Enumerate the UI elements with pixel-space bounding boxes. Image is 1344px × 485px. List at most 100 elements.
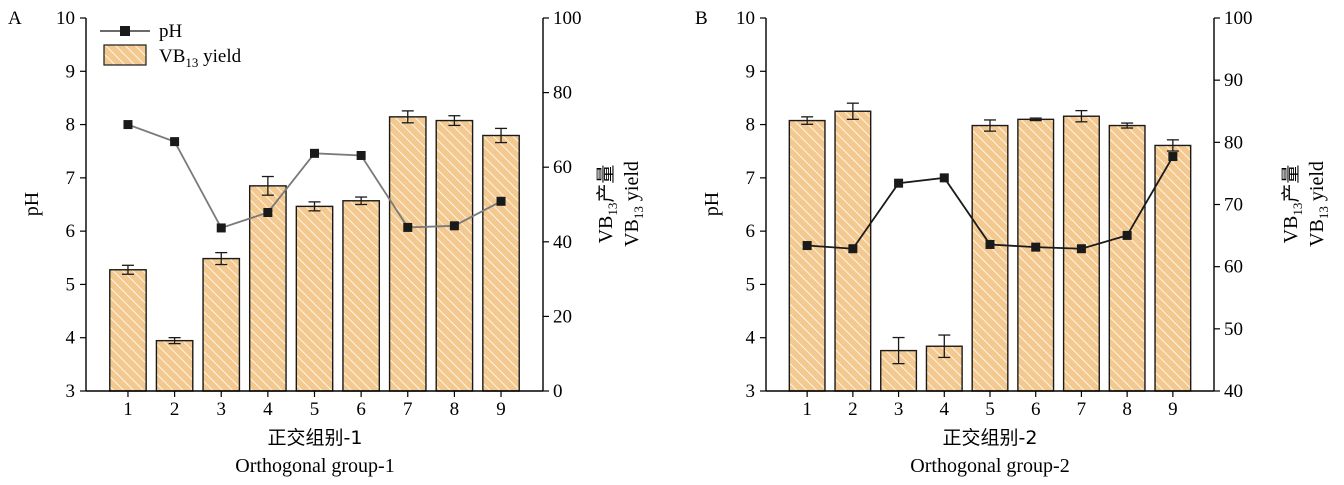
legend-yield-label: VB13 yield <box>159 46 242 70</box>
panel-a-xlabel-en: Orthogonal group-1 <box>235 455 394 477</box>
panel-b-x-tick-label: 4 <box>940 399 950 420</box>
panel-a-bar-9 <box>482 134 520 392</box>
panel-b-right-tick-label: 100 <box>1224 8 1253 29</box>
panel-b-x-tick-label: 8 <box>1122 399 1132 420</box>
panel-b-left-tick-label: 4 <box>746 328 756 349</box>
panel-a-ph-point-1 <box>123 120 133 130</box>
panel-b-x-tick-label: 5 <box>985 399 995 420</box>
panel-b-x-tick-label: 2 <box>848 399 858 420</box>
panel-b-error-bar-3 <box>892 336 905 365</box>
panel-a-x-tick-label: 7 <box>403 399 413 420</box>
legend-ph-label: pH <box>159 21 183 42</box>
panel-a-ph-point-3 <box>216 223 226 233</box>
panel-b-x-tick-label: 9 <box>1168 399 1178 420</box>
panel-b-ph-point-1 <box>802 241 812 251</box>
panel-a-error-bar-5 <box>308 201 321 212</box>
panel-a-left-tick-label: 3 <box>66 381 76 402</box>
panel-a-error-bars <box>121 110 508 345</box>
panel-a-x-tick-label: 5 <box>310 399 320 420</box>
panel-a-right-tick-label: 0 <box>553 381 563 402</box>
panel-a-xlabel-cn: 正交组别-1 <box>268 427 363 449</box>
panel-a-bar-8 <box>435 119 474 392</box>
panel-a-x-tick-label: 8 <box>450 399 460 420</box>
panel-b-left-tick-label: 7 <box>746 168 756 189</box>
panel-b-error-bar-2 <box>846 102 859 120</box>
panel-b-ph-point-3 <box>894 178 904 188</box>
panel-b-ylabel-right-cn: VB13产量 <box>1280 165 1305 244</box>
panel-b-right-tick-label: 50 <box>1224 319 1243 340</box>
panel-a-ph-point-7 <box>403 222 413 232</box>
panel-b-x-tick-label: 3 <box>894 399 904 420</box>
panel-b-left-tick-label: 3 <box>746 381 756 402</box>
panel-a-left-tick-label: 5 <box>66 274 76 295</box>
panel-b-bars <box>788 110 1192 392</box>
panel-a-right-tick-label: 60 <box>553 157 572 178</box>
panel-a-ylabel-left: pH <box>21 192 43 216</box>
panel-a-ylabel-right-cn: VB13产量 <box>595 165 620 244</box>
panel-b-ph-line <box>802 152 1178 254</box>
panel-b-letter: B <box>695 8 708 29</box>
panel-b-bar-7 <box>1062 115 1100 392</box>
panel-a-bar-6 <box>342 200 381 392</box>
panel-b-right-tick-label: 60 <box>1224 257 1243 278</box>
panel-a-bars <box>109 116 520 392</box>
panel-b-error-bar-8 <box>1121 122 1134 129</box>
panel-a-right-tick-label: 40 <box>553 232 572 253</box>
panel-a-ph-line <box>123 120 506 233</box>
panel-b-ylabel-left: pH <box>701 192 723 216</box>
panel-a-x-tick-label: 1 <box>123 399 133 420</box>
panel-a-right-tick-label: 20 <box>553 306 572 327</box>
panel-a-bar-4 <box>248 185 287 392</box>
panel-b-bar-1 <box>788 119 826 392</box>
panel-a-left-tick-label: 9 <box>66 61 76 82</box>
panel-b-x-tick-label: 6 <box>1031 399 1041 420</box>
panel-b-bar-5 <box>971 124 1009 392</box>
panel-a-ph-point-4 <box>263 207 273 217</box>
legend-yield-swatch <box>103 44 147 66</box>
panel-b-error-bar-4 <box>938 334 951 359</box>
panel-a-x-tick-label: 9 <box>496 399 506 420</box>
panel-b-ph-point-7 <box>1076 244 1086 254</box>
panel-b-ph-point-2 <box>848 244 858 254</box>
panel-a-left-tick-label: 4 <box>66 328 76 349</box>
panel-b-error-bar-1 <box>801 116 814 125</box>
panel-a-x-tick-label: 3 <box>216 399 226 420</box>
panel-a-x-tick-label: 6 <box>356 399 366 420</box>
panel-a-left-tick-label: 7 <box>66 168 76 189</box>
panel-b-right-tick-label: 80 <box>1224 132 1243 153</box>
panel-b-ph-point-5 <box>985 239 995 249</box>
panel-b-ph-point-9 <box>1168 152 1178 162</box>
panel-a-bar-1 <box>109 269 147 392</box>
panel-a-x-tick-label: 2 <box>170 399 180 420</box>
panel-a-right-tick-label: 80 <box>553 83 572 104</box>
panel-a-error-bar-8 <box>448 115 461 127</box>
panel-a-ph-point-2 <box>170 137 180 147</box>
panel-b-ph-point-4 <box>939 173 949 183</box>
panel-a-ph-point-6 <box>356 150 366 160</box>
panel-a-ph-point-9 <box>496 196 506 206</box>
panel-b-ph-point-8 <box>1122 230 1132 240</box>
panel-b-bar-6 <box>1017 118 1055 392</box>
panel-a-error-bar-1 <box>121 264 134 275</box>
legend: pH VB13 yield <box>100 21 242 70</box>
panel-a-error-bar-6 <box>355 196 368 206</box>
panel-a-error-bar-2 <box>168 337 181 345</box>
panel-b-xlabel-en: Orthogonal group-2 <box>910 455 1069 477</box>
panel-a-error-bar-9 <box>495 127 508 144</box>
panel-b-left-tick-label: 9 <box>746 61 756 82</box>
panel-a-ph-point-5 <box>310 148 319 158</box>
panel-a-bar-2 <box>155 339 194 392</box>
panel-b-left-tick-label: 10 <box>736 8 755 29</box>
panel-a-letter: A <box>8 8 22 29</box>
panel-b-bar-8 <box>1108 124 1146 392</box>
panel-b: B 3 4 5 6 7 8 9 10 40 50 60 70 80 90 100 1 2 3 4 5 6 7 8 9 pH V… <box>695 8 1331 477</box>
panel-a-error-bar-7 <box>401 110 414 124</box>
panel-a-ph-point-8 <box>449 221 459 231</box>
panel-b-error-bars <box>801 102 1179 365</box>
panel-a-bar-3 <box>202 257 241 392</box>
panel-b-x-tick-label: 1 <box>802 399 812 420</box>
panel-b-left-tick-label: 5 <box>746 274 756 295</box>
panel-b-error-bar-7 <box>1075 109 1088 123</box>
